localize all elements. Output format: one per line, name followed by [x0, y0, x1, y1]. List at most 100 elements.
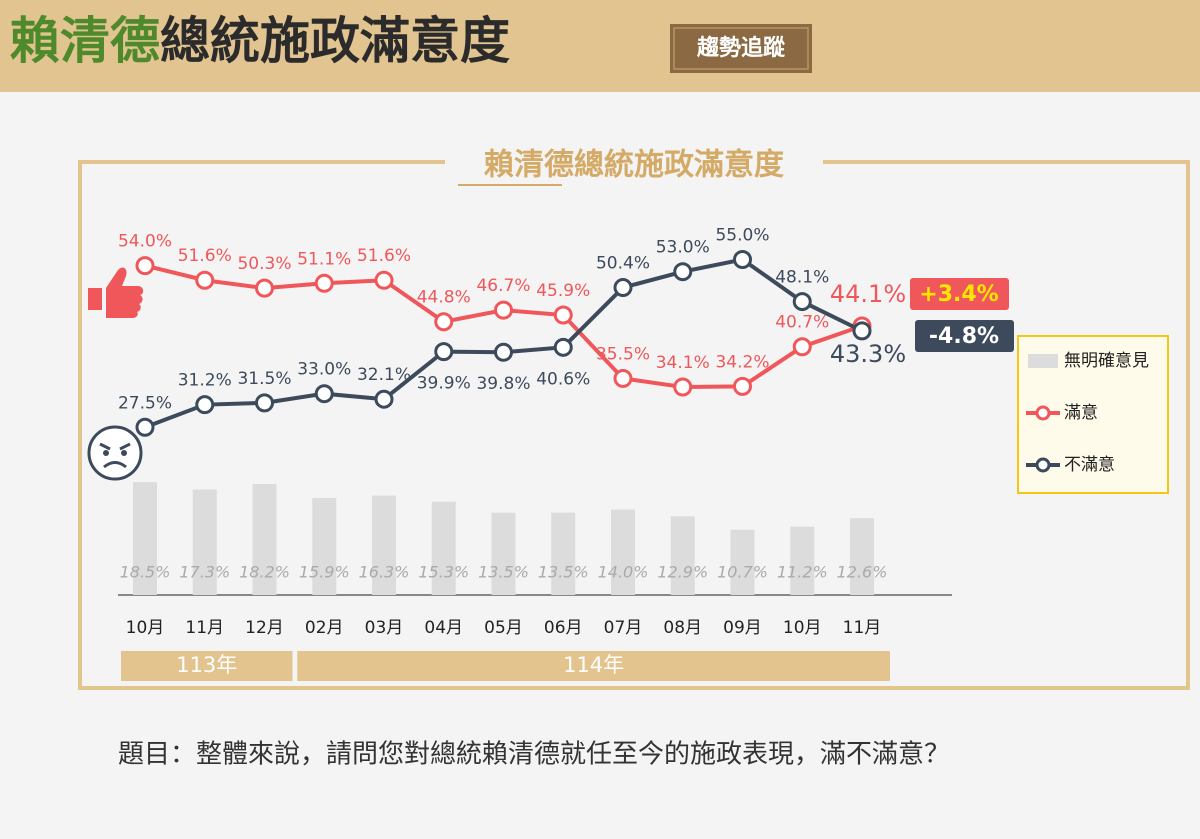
bar-value-label: 16.3% — [359, 563, 410, 582]
point-value-label: 50.3% — [237, 254, 291, 274]
point — [673, 262, 693, 282]
chart-title-bg — [445, 145, 823, 185]
point-value-label: 54.0% — [118, 232, 172, 252]
point — [852, 321, 872, 341]
point-value-label: 40.7% — [775, 313, 829, 333]
footer-question: 題目：整體來說，請問您對總統賴清德就任至今的施政表現，滿不滿意？ — [118, 740, 950, 770]
point-value-label: 48.1% — [775, 268, 829, 288]
bar-value-label: 15.3% — [418, 563, 469, 582]
year-label: 113年 — [176, 653, 237, 677]
point — [434, 312, 454, 332]
point — [255, 278, 274, 298]
point-value-label: 33.0% — [297, 360, 351, 380]
bar — [790, 526, 815, 595]
x-tick-label: 10月 — [126, 618, 165, 638]
point — [494, 300, 513, 320]
bar — [372, 495, 396, 595]
badge-text: 趨勢追蹤 — [696, 35, 786, 61]
header-bar — [0, 0, 1200, 92]
point — [374, 270, 394, 290]
x-tick-label: 10月 — [783, 618, 822, 638]
point — [613, 368, 633, 388]
bar-value-label: 15.9% — [299, 563, 350, 582]
bar — [670, 516, 695, 595]
chart-title: 賴清德總統施政滿意度 — [484, 148, 784, 183]
x-tick-label: 12月 — [245, 618, 284, 638]
point-value-label: 46.7% — [476, 276, 530, 296]
x-tick-label: 11月 — [185, 618, 224, 638]
bar-value-label: 13.5% — [538, 563, 589, 582]
point — [613, 278, 633, 298]
point-value-label: 45.9% — [536, 281, 590, 301]
point-value-label: 44.8% — [417, 288, 471, 308]
angry-face-icon — [87, 425, 143, 481]
legend-label: 滿意 — [1064, 403, 1098, 423]
x-tick-label: 11月 — [843, 618, 882, 638]
point — [374, 389, 394, 409]
bar-value-label: 12.9% — [657, 563, 708, 582]
bar-value-label: 17.3% — [179, 563, 230, 582]
bar-value-label: 12.6% — [837, 563, 888, 582]
point — [314, 384, 334, 404]
bar — [252, 483, 277, 595]
legend-swatch — [1028, 354, 1058, 368]
legend-marker — [1035, 457, 1051, 473]
point — [135, 256, 155, 276]
bar-value-label: 13.5% — [478, 563, 529, 582]
change-label: -4.8% — [929, 324, 999, 349]
point — [553, 305, 573, 325]
bar-value-label: 18.2% — [239, 563, 290, 582]
point-value-label: 35.5% — [596, 344, 650, 364]
x-tick-label: 03月 — [365, 618, 404, 638]
point-value-label: 50.4% — [596, 254, 650, 274]
point-value-label: 27.5% — [118, 393, 172, 413]
legend-marker — [1035, 405, 1051, 421]
point-value-label: 32.1% — [357, 365, 411, 385]
point-value-label: 39.8% — [476, 374, 530, 394]
bar-value-label: 18.5% — [120, 563, 171, 582]
header-title-highlight: 賴清德 — [10, 12, 160, 70]
bar-value-label: 10.7% — [717, 563, 768, 582]
point — [195, 395, 215, 415]
bar — [551, 512, 576, 595]
bar-value-label: 14.0% — [598, 563, 649, 582]
point — [255, 393, 274, 413]
point-value-label: 55.0% — [715, 226, 769, 246]
point-value-label: 51.6% — [178, 246, 232, 266]
point-value-label: 39.9% — [417, 374, 471, 394]
badge — [670, 24, 812, 73]
x-tick-label: 02月 — [305, 618, 344, 638]
point-value-label: 31.5% — [237, 369, 291, 389]
change-badge — [910, 278, 1009, 310]
bar — [133, 482, 157, 595]
point — [733, 250, 752, 269]
point — [314, 273, 334, 293]
year-band — [297, 651, 890, 681]
x-tick-label: 07月 — [604, 618, 643, 638]
change-badge — [915, 320, 1014, 352]
x-tick-label: 09月 — [723, 618, 762, 638]
point — [733, 376, 752, 396]
year-label: 114年 — [563, 653, 624, 677]
point-value-label: 44.1% — [830, 280, 906, 308]
point-value-label: 40.6% — [536, 369, 590, 389]
point — [553, 337, 573, 357]
point-value-label: 53.0% — [656, 238, 710, 258]
bar — [431, 501, 456, 595]
bar — [491, 512, 516, 595]
point — [673, 377, 693, 397]
bar — [611, 509, 635, 595]
thumbs-up-icon — [88, 267, 144, 318]
x-tick-label: 08月 — [663, 618, 702, 638]
bar — [850, 518, 874, 595]
bar — [192, 489, 217, 595]
change-label: +3.4% — [919, 282, 998, 307]
point-value-label: 51.1% — [297, 249, 351, 269]
point-value-label: 31.2% — [178, 371, 232, 391]
header-title-rest: 總統施政滿意度 — [160, 12, 510, 70]
point-value-label: 34.2% — [715, 352, 769, 372]
x-tick-label: 06月 — [544, 618, 583, 638]
point — [135, 417, 155, 437]
legend-label: 不滿意 — [1064, 455, 1115, 475]
